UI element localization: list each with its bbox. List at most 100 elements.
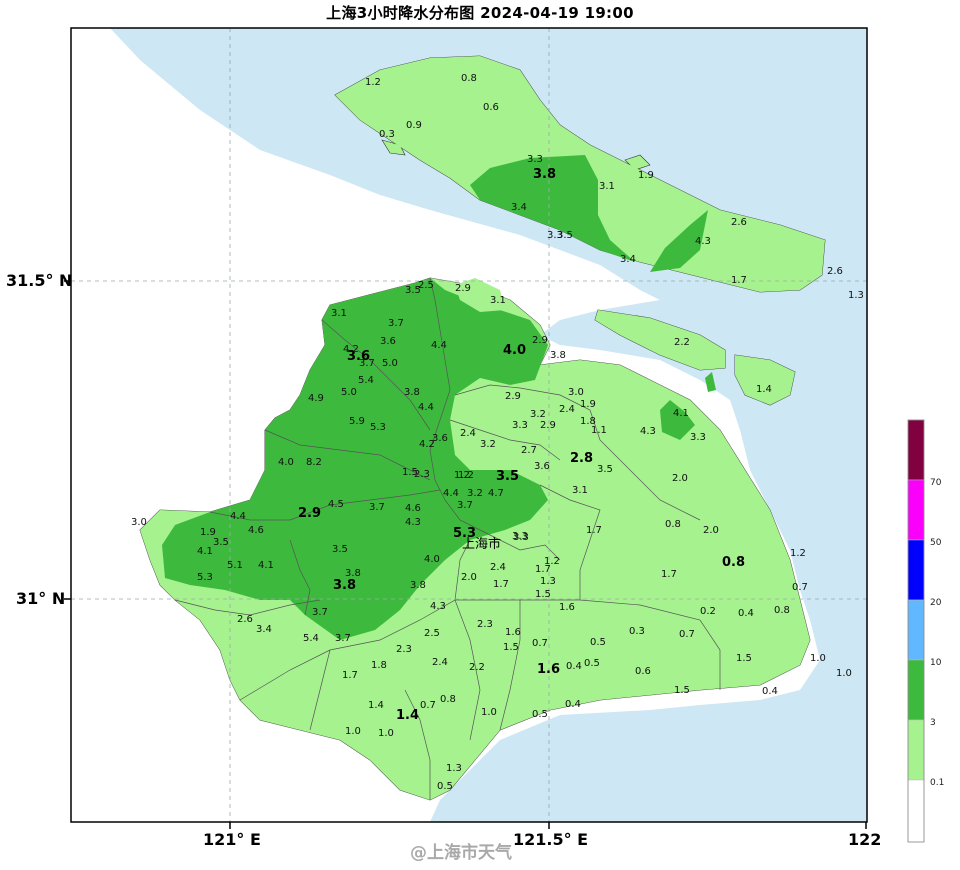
legend-level-label: 50 bbox=[930, 538, 942, 548]
lat-label-31: 31° N bbox=[16, 589, 66, 608]
station-value: 4.3 bbox=[430, 601, 446, 612]
station-value-major: 3.5 bbox=[496, 469, 519, 484]
station-value: 0.8 bbox=[461, 73, 477, 84]
station-value: 1.4 bbox=[368, 700, 384, 711]
legend-swatch bbox=[907, 539, 925, 601]
station-value: 1.2 bbox=[790, 548, 806, 559]
station-value: 3.1 bbox=[572, 485, 588, 496]
station-value: 4.4 bbox=[431, 340, 447, 351]
station-value: 4.1 bbox=[197, 546, 213, 557]
station-value: 0.7 bbox=[532, 638, 548, 649]
station-value: 1.5 bbox=[503, 642, 519, 653]
legend-swatch bbox=[907, 719, 925, 781]
station-value: 1.5 bbox=[736, 653, 752, 664]
station-value: 3.1 bbox=[490, 295, 506, 306]
station-value: 2.6 bbox=[731, 217, 747, 228]
station-value: 3.7 bbox=[335, 633, 351, 644]
station-value: 4.3 bbox=[640, 426, 656, 437]
station-value: 0.3 bbox=[379, 129, 395, 140]
station-value: 2.4 bbox=[559, 404, 575, 415]
station-value: 4.0 bbox=[424, 554, 440, 565]
station-value: 5.9 bbox=[349, 416, 365, 427]
station-value: 3.8 bbox=[550, 350, 566, 361]
station-value: 1.5 bbox=[535, 589, 551, 600]
station-value: 4.4 bbox=[443, 488, 459, 499]
station-value: 1.8 bbox=[371, 660, 387, 671]
rain-area-mid-changxing-tip bbox=[705, 372, 716, 392]
station-value: 0.4 bbox=[762, 686, 778, 697]
station-value: 4.2 bbox=[419, 439, 435, 450]
station-value: 2.4 bbox=[490, 562, 506, 573]
station-value: 3.4 bbox=[256, 624, 272, 635]
axis-ticks bbox=[64, 280, 867, 829]
station-value: 1.2 bbox=[544, 556, 560, 567]
station-value: 0.3 bbox=[629, 626, 645, 637]
city-label: 上海市 bbox=[462, 536, 501, 552]
rain-area-mid-chongming bbox=[470, 155, 635, 262]
station-value: 0.5 bbox=[437, 781, 453, 792]
station-value: 1.1 bbox=[591, 425, 607, 436]
station-value: 0.2 bbox=[700, 606, 716, 617]
station-value: 4.1 bbox=[258, 560, 274, 571]
station-value: 4.6 bbox=[405, 503, 421, 514]
legend-swatch bbox=[907, 659, 925, 721]
rain-area-light-changxing bbox=[595, 310, 725, 370]
station-value: 2.5 bbox=[418, 280, 434, 291]
station-value: 1.7 bbox=[493, 579, 509, 590]
station-value: 4.9 bbox=[308, 393, 324, 404]
legend-swatch bbox=[907, 599, 925, 661]
station-value: 1.2 bbox=[365, 77, 381, 88]
station-value: 8.2 bbox=[306, 457, 322, 468]
station-value: 5.3 bbox=[197, 572, 213, 583]
station-value-major: 2.9 bbox=[298, 506, 321, 521]
station-value: 2.0 bbox=[703, 525, 719, 536]
station-value: 3.7 bbox=[457, 500, 473, 511]
station-value: 2.3 bbox=[414, 469, 430, 480]
station-value: 2.3 bbox=[396, 644, 412, 655]
station-value-major: 1.4 bbox=[396, 708, 419, 723]
station-value: 1.0 bbox=[345, 726, 361, 737]
station-value: 5.0 bbox=[382, 358, 398, 369]
lon-label-121: 121° E bbox=[203, 830, 261, 849]
station-value: 0.8 bbox=[440, 694, 456, 705]
station-value: 0.5 bbox=[590, 637, 606, 648]
rain-area-mid-west bbox=[162, 278, 548, 640]
station-value: 1.7 bbox=[661, 569, 677, 580]
station-value-major: 0.8 bbox=[722, 555, 745, 570]
station-value: 3.1 bbox=[599, 181, 615, 192]
legend-border bbox=[907, 419, 925, 843]
station-value: 1.3 bbox=[540, 576, 556, 587]
legend-level-label: 10 bbox=[930, 658, 942, 668]
station-value: 2.0 bbox=[461, 572, 477, 583]
station-value: 5.1 bbox=[227, 560, 243, 571]
station-value-major: 3.8 bbox=[533, 167, 556, 182]
station-value: 4.3 bbox=[695, 236, 711, 247]
station-value: 1.3 bbox=[446, 763, 462, 774]
station-value: 4.6 bbox=[248, 525, 264, 536]
station-value: 3.7 bbox=[312, 607, 328, 618]
station-value: 5.3 bbox=[370, 422, 386, 433]
station-value: 4.3 bbox=[405, 517, 421, 528]
station-value: 4.2 bbox=[343, 344, 359, 355]
station-value: 1.5 bbox=[402, 467, 418, 478]
station-value: 4.1 bbox=[673, 408, 689, 419]
station-value: 2.9 bbox=[455, 283, 471, 294]
station-value: 3.6 bbox=[380, 336, 396, 347]
lon-label-121-5: 121.5° E bbox=[513, 830, 589, 849]
station-value: 3.0 bbox=[568, 387, 584, 398]
weibo-watermark: @上海市天气 bbox=[410, 843, 512, 863]
station-value: 0.4 bbox=[565, 699, 581, 710]
station-value: 0.5 bbox=[584, 658, 600, 669]
station-value: 5.4 bbox=[303, 633, 319, 644]
islet-north bbox=[381, 139, 406, 156]
station-value: 1.6 bbox=[559, 602, 575, 613]
district-boundaries bbox=[174, 277, 721, 800]
rain-area-light-patch bbox=[455, 278, 505, 312]
station-value: 4.5 bbox=[328, 499, 344, 510]
station-value: 0.9 bbox=[406, 120, 422, 131]
station-value: 3.5 bbox=[405, 285, 421, 296]
station-value: 3.3 bbox=[512, 420, 528, 431]
station-value: 2.0 bbox=[672, 473, 688, 484]
station-value: 3.1 bbox=[331, 308, 347, 319]
